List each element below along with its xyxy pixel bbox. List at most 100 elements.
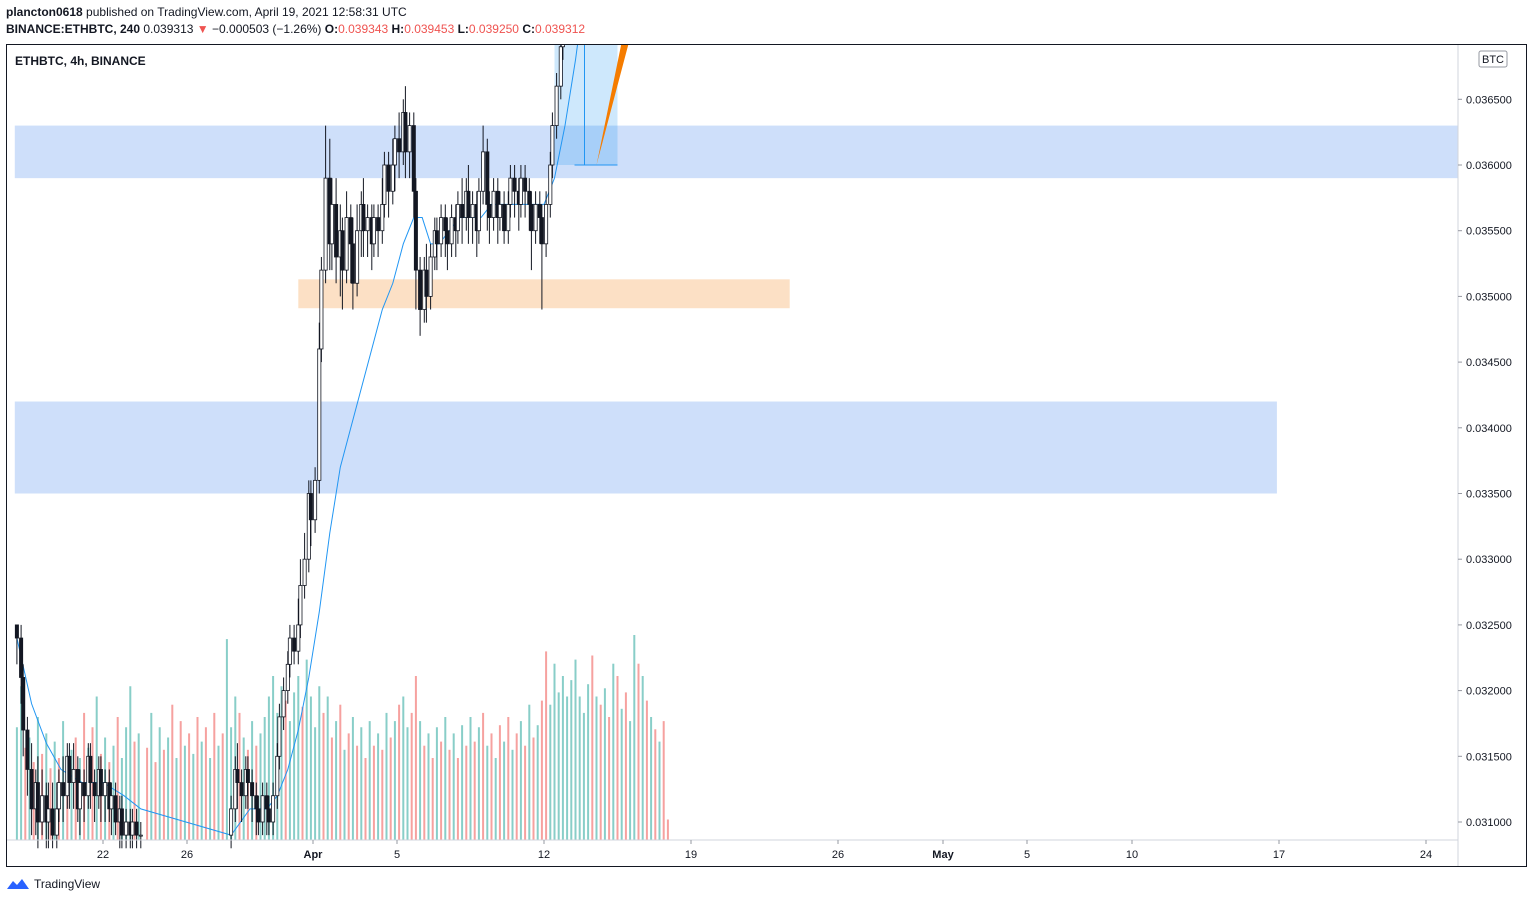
candle-body bbox=[71, 769, 76, 783]
candle-body bbox=[229, 808, 234, 836]
volume-bar-119 bbox=[519, 721, 522, 840]
candle-body bbox=[403, 112, 408, 153]
volume-bar-149 bbox=[645, 700, 648, 840]
candle-body bbox=[50, 808, 55, 836]
candle-body bbox=[502, 204, 507, 232]
blue-zone-1[interactable] bbox=[14, 125, 1458, 179]
candle-body bbox=[487, 204, 492, 218]
candle-body bbox=[92, 782, 97, 797]
candle-63 bbox=[323, 125, 328, 284]
volume-bar-78 bbox=[347, 733, 350, 840]
y-tick-label-20: 0.032000 bbox=[1466, 686, 1512, 698]
volume-bar-91 bbox=[402, 696, 405, 840]
volume-bar-29 bbox=[137, 733, 140, 840]
volume-bar-132 bbox=[574, 659, 577, 840]
candle-95 bbox=[434, 217, 439, 271]
volume-bar-92 bbox=[406, 727, 409, 840]
x-tick-label-5: 19 bbox=[685, 849, 697, 861]
candle-0 bbox=[14, 624, 19, 665]
candle-78 bbox=[376, 204, 381, 257]
candle-body bbox=[407, 125, 412, 153]
x-tick-label-7: May bbox=[932, 849, 954, 861]
volume-bar-152 bbox=[658, 741, 661, 840]
volume-bar-60 bbox=[272, 676, 275, 840]
volume-bar-38 bbox=[179, 721, 182, 840]
candle-body bbox=[512, 177, 517, 192]
volume-bar-74 bbox=[330, 737, 333, 840]
candle-42 bbox=[250, 769, 255, 822]
candle-body bbox=[365, 217, 370, 232]
volume-bar-139 bbox=[603, 688, 606, 840]
zones-layer bbox=[14, 125, 1458, 494]
measure-tool[interactable]: 0.004154 (11.53%) 4154 bbox=[511, 45, 661, 166]
candle-body bbox=[386, 164, 391, 192]
candle-62 bbox=[319, 256, 324, 363]
candle-body bbox=[418, 269, 423, 310]
volume-bar-116 bbox=[507, 717, 510, 840]
candle-body bbox=[302, 558, 307, 586]
candle-104 bbox=[466, 165, 471, 244]
x-tick-label-4: 12 bbox=[538, 849, 550, 861]
volume-bar-86 bbox=[381, 749, 384, 840]
candle-body bbox=[424, 269, 429, 297]
volume-bar-112 bbox=[490, 733, 493, 840]
candle-body bbox=[317, 348, 322, 481]
volume-bar-137 bbox=[595, 696, 598, 840]
candle-37 bbox=[233, 756, 238, 822]
orange-zone-5[interactable] bbox=[298, 279, 790, 309]
author-name[interactable]: plancton0618 bbox=[6, 5, 83, 19]
volume-bar-148 bbox=[641, 676, 644, 840]
candle-body bbox=[518, 177, 523, 205]
volume-bar-113 bbox=[494, 758, 497, 840]
candle-body bbox=[82, 782, 87, 797]
candle-body bbox=[466, 190, 471, 218]
volume-bar-30 bbox=[146, 747, 149, 840]
blue-zone-2[interactable] bbox=[14, 401, 1277, 494]
candle-body bbox=[355, 230, 360, 284]
candle-72 bbox=[355, 204, 360, 297]
y-tick-label-17: 0.033500 bbox=[1466, 489, 1512, 501]
volume-bar-144 bbox=[624, 692, 627, 840]
axes-layer: 0.036500 0.036000 0.035500 0.035000 0.034500… bbox=[7, 45, 1512, 866]
candle-body bbox=[54, 808, 59, 836]
candle-body bbox=[119, 808, 124, 836]
candle-2 bbox=[21, 664, 26, 757]
candle-body bbox=[130, 821, 135, 836]
volume-bar-36 bbox=[171, 704, 174, 840]
candle-body bbox=[491, 190, 496, 218]
candle-body bbox=[98, 769, 103, 797]
chart-frame[interactable]: 0.004154 (11.53%) 4154 0.0365000.0360000… bbox=[6, 44, 1527, 867]
volume-bar-87 bbox=[385, 712, 388, 840]
candle-86 bbox=[403, 86, 408, 179]
volume-bar-32 bbox=[154, 762, 157, 840]
candle-body bbox=[14, 624, 19, 639]
y-tick-label-16: 0.034000 bbox=[1466, 423, 1512, 435]
measure-box[interactable] bbox=[554, 45, 618, 165]
volume-bar-96 bbox=[423, 745, 426, 840]
y-tick-label-14: 0.035000 bbox=[1466, 291, 1512, 303]
high-label: H: bbox=[391, 22, 405, 36]
candle-body bbox=[445, 230, 450, 245]
candle-body bbox=[281, 690, 286, 718]
candle-body bbox=[376, 217, 381, 232]
candle-41 bbox=[245, 756, 250, 809]
x-tick-label-0: 22 bbox=[97, 849, 109, 861]
candle-body bbox=[481, 151, 486, 192]
volume-bar-37 bbox=[175, 758, 178, 840]
candle-89 bbox=[413, 178, 418, 310]
candle-19 bbox=[82, 769, 87, 822]
candle-body bbox=[550, 125, 555, 166]
currency-badge[interactable]: BTC bbox=[1478, 50, 1508, 68]
price-chart[interactable]: 0.004154 (11.53%) 4154 0.0365000.0360000… bbox=[7, 45, 1526, 866]
candle-body bbox=[29, 769, 34, 810]
candle-125 bbox=[539, 204, 544, 310]
candle-15 bbox=[67, 743, 72, 809]
volume-bar-126 bbox=[549, 704, 552, 840]
candle-4 bbox=[29, 743, 34, 836]
volume-bar-95 bbox=[419, 721, 422, 840]
close-value: 0.039312 bbox=[535, 22, 586, 36]
volume-bar-35 bbox=[167, 737, 170, 840]
footer-brand[interactable]: TradingView bbox=[6, 877, 100, 891]
volume-bar-23 bbox=[112, 745, 115, 840]
candle-body bbox=[113, 795, 118, 823]
